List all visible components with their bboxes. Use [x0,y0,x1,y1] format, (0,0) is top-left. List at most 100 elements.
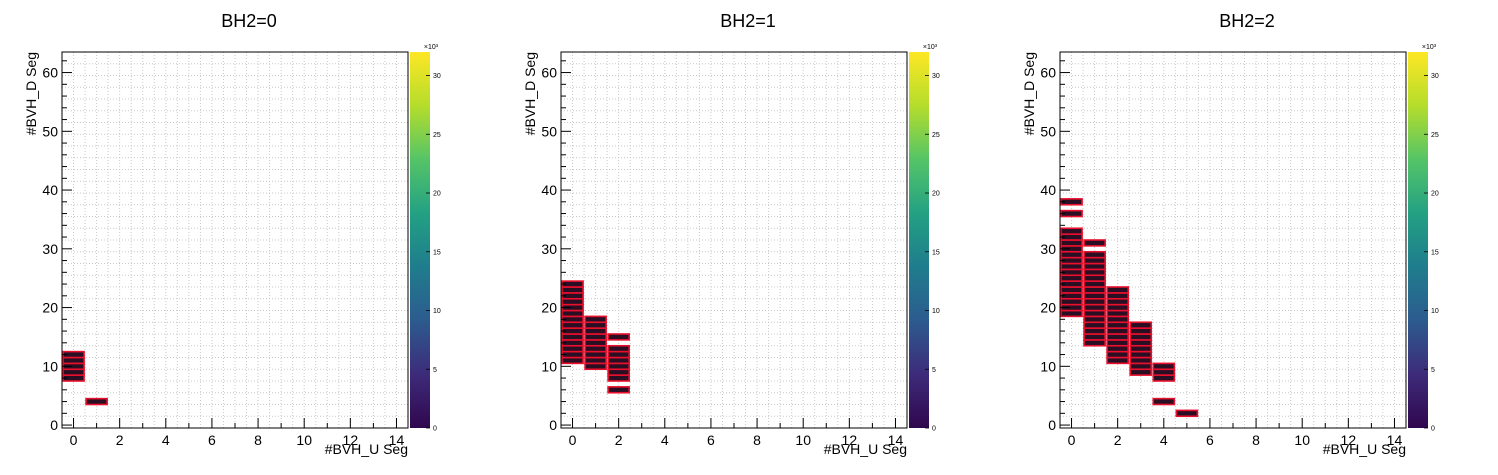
heatmap-cell [1060,239,1083,247]
y-tick-label: 60 [42,65,58,81]
heatmap-cell [1106,333,1129,341]
heatmap-cell [561,333,584,341]
x-tick-label: 12 [343,432,359,448]
y-axis-label: #BVH_D Seg [23,52,39,135]
heatmap-cell [1083,339,1106,347]
heatmap-cell [1106,350,1129,359]
heatmap-cell [561,344,584,353]
heatmap-plot-bh2-2: BH2=2 #BVH_U Seg #BVH_D Seg 0 2 4 6 8 10 12 140… [1021,11,1439,457]
x-tick-label: 4 [1160,432,1168,448]
y-tick-label: 50 [541,123,557,139]
heatmap-cell [584,356,607,365]
y-tick-label: 20 [541,300,557,316]
heatmap-plot-bh2-0: BH2=0 #BVH_U Seg #BVH_D Seg 0 2 4 6 8 10 12 140… [23,11,441,457]
heatmap-cell [1106,303,1129,312]
heatmap-cell [1106,286,1129,294]
heatmap-cell [1106,297,1129,306]
colorbar-gradient [1408,52,1428,428]
x-tick-label: 0 [1068,432,1076,448]
x-tick-label: 4 [162,432,170,448]
y-tick-label: 10 [541,358,557,374]
heatmap-cell [584,350,607,359]
colorbar-tick-label: 20 [932,191,940,198]
heatmap-cell [561,286,584,294]
colorbar-multiplier: ×10³ [1422,44,1437,51]
colorbar-tick-label: 10 [932,308,940,315]
heatmap-cell [1129,339,1153,347]
heatmap-cell [1106,321,1129,329]
heatmap-cell [561,321,584,329]
x-axis-label: #BVH_U Seg [1323,441,1406,457]
heatmap-cell [1129,333,1153,341]
heatmap-cell [1083,268,1106,277]
y-tick-label: 30 [42,241,58,257]
colorbar-tick-label: 10 [433,308,441,315]
colorbar-tick-label: 20 [433,191,441,198]
heatmap-cell [1129,362,1153,371]
heatmap-cell [1129,356,1153,365]
heatmap-cell [1106,344,1129,353]
heatmap-cell [561,297,584,306]
heatmap-cell [1129,368,1153,376]
heatmap-cell [85,397,108,406]
y-tick-label: 30 [1040,241,1056,257]
x-axis: 0 2 4 6 8 10 12 14 [569,418,903,448]
y-tick-label: 30 [541,241,557,257]
chart-title: BH2=1 [720,11,776,31]
colorbar: 0 5 10 15 20 25 30 ×10³ [909,44,940,433]
heatmap-cell [1106,292,1129,300]
y-tick-label: 50 [1040,123,1056,139]
heatmap-cell [1060,227,1083,235]
heatmap-cell [584,327,607,335]
heatmap-cell [607,386,630,394]
x-tick-label: 6 [707,432,715,448]
heatmap-cell [584,321,607,329]
x-tick-label: 14 [389,432,405,448]
x-tick-label: 12 [1341,432,1357,448]
colorbar-tick-label: 20 [1431,191,1439,198]
y-tick-label: 0 [50,417,58,433]
y-tick-label: 40 [42,182,58,198]
heatmap-cell [1083,239,1106,247]
heatmap-cell [1152,362,1176,371]
heatmap-cell [1083,327,1106,335]
x-tick-label: 10 [795,432,811,448]
heatmap-cell [1060,250,1083,259]
cells [1060,198,1199,418]
heatmap-cell [1175,409,1199,418]
x-tick-label: 2 [116,432,124,448]
heatmap-cell [607,362,630,371]
heatmap-cell [1152,397,1176,406]
y-tick-label: 40 [541,182,557,198]
x-tick-label: 8 [753,432,761,448]
heatmap-cell [607,356,630,365]
heatmap-cell [1083,303,1106,312]
heatmap-cell [1083,333,1106,341]
heatmap-cell [1060,274,1083,282]
heatmap-cell [1083,292,1106,300]
heatmap-cell [1106,356,1129,365]
x-axis: 0 2 4 6 8 10 12 14 [1068,418,1402,448]
y-axis-label: #BVH_D Seg [522,52,538,135]
heatmap-cell [1129,327,1153,335]
colorbar-tick-label: 5 [932,367,936,374]
colorbar-multiplier: ×10³ [424,44,439,51]
x-tick-label: 2 [1114,432,1122,448]
x-tick-label: 6 [208,432,216,448]
x-tick-label: 10 [296,432,312,448]
colorbar-tick-label: 5 [433,367,437,374]
y-tick-label: 10 [42,358,58,374]
heatmap-cell [1083,250,1106,259]
y-tick-label: 20 [1040,300,1056,316]
panel-bh2-1: BH2=1 #BVH_U Seg #BVH_D Seg 0 2 4 6 8 10 12 14 0… [499,0,998,475]
colorbar-tick-label: 10 [1431,308,1439,315]
y-axis: 0 10 20 30 40 50 60 [541,60,571,433]
heatmap-cell [561,356,584,365]
heatmap-cell [1083,315,1106,324]
x-tick-label: 0 [70,432,78,448]
heatmap-cell [584,339,607,347]
heatmap-cell [1083,274,1106,282]
heatmap-cell [1106,339,1129,347]
heatmap-cell [607,374,630,382]
